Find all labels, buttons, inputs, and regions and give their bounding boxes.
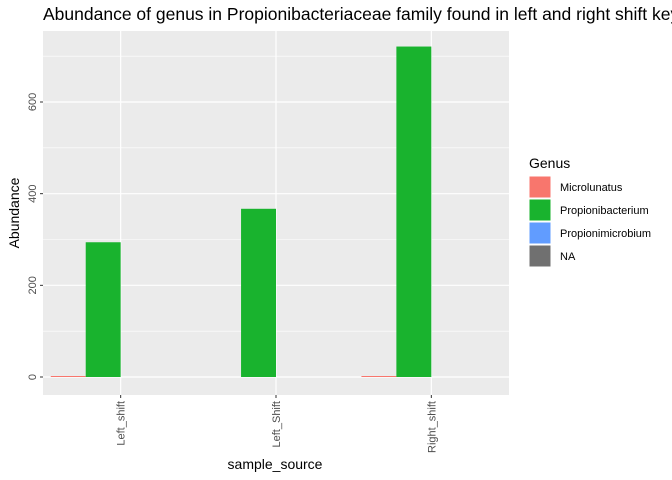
- bar: [241, 208, 276, 377]
- x-tick-label: Right_shift: [426, 401, 438, 453]
- y-axis-title: Abundance: [6, 177, 22, 248]
- chart-title: Abundance of genus in Propionibacteriace…: [43, 4, 672, 24]
- legend-key: [528, 221, 552, 245]
- legend-key: [528, 175, 552, 199]
- legend-title: Genus: [529, 155, 570, 171]
- x-tick-label: Left_shift: [116, 401, 128, 446]
- x-tick-label: Left_Shift: [271, 401, 283, 447]
- bar: [85, 242, 121, 377]
- legend: Genus Microlunatus Propionibacterium Propi…: [528, 155, 651, 268]
- y-tick-label: 0: [27, 374, 39, 380]
- legend-key: [528, 198, 552, 222]
- x-axis: Left_shift Left_Shift Right_shift: [116, 395, 438, 453]
- bar: [396, 46, 432, 378]
- legend-label: Propionimicrobium: [560, 228, 651, 240]
- legend-label: Propionibacterium: [560, 205, 649, 217]
- bar: [50, 376, 86, 377]
- y-tick-label: 200: [27, 276, 39, 294]
- bar: [361, 376, 397, 377]
- legend-key: [528, 244, 552, 268]
- legend-label: Microlunatus: [560, 182, 623, 194]
- y-tick-label: 400: [27, 184, 39, 202]
- x-axis-title: sample_source: [228, 456, 323, 472]
- y-axis: 0 200 400 600: [27, 93, 43, 380]
- legend-label: NA: [560, 251, 576, 263]
- bars: [50, 46, 432, 378]
- y-tick-label: 600: [27, 93, 39, 111]
